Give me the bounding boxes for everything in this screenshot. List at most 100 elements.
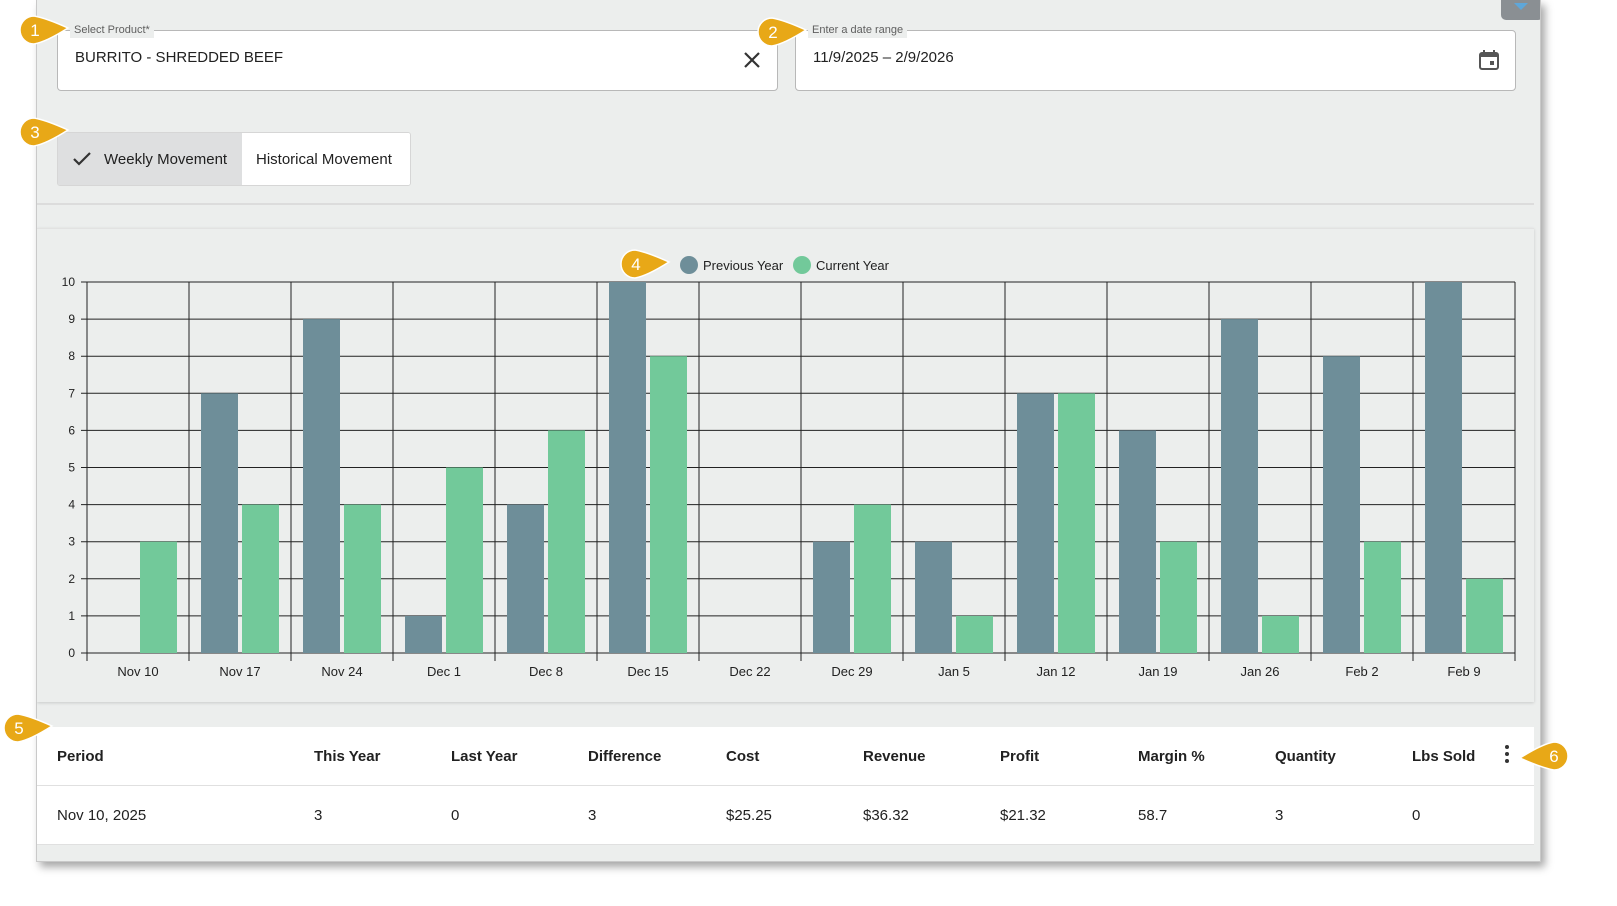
x-tick-label: Dec 15 [627,664,668,679]
callout-number: 5 [14,719,23,738]
column-header[interactable]: Lbs Sold [1412,748,1476,765]
x-tick-label: Feb 9 [1447,664,1480,679]
table-cell: $36.32 [863,807,909,824]
table-row: Nov 10, 2025 3 0 3 $25.25 $36.32 $21.32 58.7 3 0 [37,786,1534,845]
bar-previous-year [303,319,340,653]
weekly-movement-toggle[interactable]: Weekly Movement [58,133,242,185]
legend-label-current-year: Current Year [816,258,890,273]
bar-current-year [446,467,483,653]
bar-previous-year [1221,319,1258,653]
x-tick-label: Jan 5 [938,664,970,679]
column-header[interactable]: Revenue [863,748,926,765]
callout-number: 2 [768,23,777,42]
bar-current-year [956,615,993,653]
bar-current-year [1160,541,1197,653]
table-cell: 3 [314,807,323,824]
callout-badge-6: 6 [1518,741,1569,771]
table-header-row: Period This Year Last Year Difference Cost Re… [37,727,1534,786]
movement-chart-card: 0 1 2 3 4 5 6 7 8 9 10 Nov 10 Nov 17 Nov 24 Dec 1 Dec 8… [37,228,1534,702]
bar-previous-year [609,282,646,653]
close-icon[interactable] [743,51,761,69]
bar-previous-year [813,541,850,653]
bar-current-year [140,541,177,653]
y-tick-label: 9 [68,312,75,326]
x-tick-label: Nov 10 [117,664,158,679]
column-header[interactable]: Quantity [1275,748,1336,765]
y-tick-label: 10 [62,275,76,289]
x-tick-label: Nov 17 [219,664,260,679]
date-range-value: 11/9/2025 – 2/9/2026 [813,49,954,66]
legend-swatch-previous-year [680,256,698,274]
table-cell: 3 [588,807,597,824]
y-tick-label: 2 [68,572,75,586]
column-header[interactable]: Period [57,748,104,765]
collapse-tab[interactable] [1501,0,1540,20]
callout-number: 1 [30,21,39,40]
x-tick-label: Nov 24 [321,664,362,679]
table-cell: 0 [1412,807,1421,824]
bar-current-year [1262,615,1299,653]
column-header[interactable]: Profit [1000,748,1040,765]
bar-previous-year [201,393,238,653]
bar-current-year [344,504,381,653]
x-tick-label: Dec 8 [529,664,563,679]
x-tick-label: Dec 29 [831,664,872,679]
y-tick-label: 0 [68,646,75,660]
filter-card-divider [37,203,1534,205]
movement-bar-chart: 0 1 2 3 4 5 6 7 8 9 10 Nov 10 Nov 17 Nov 24 Dec 1 Dec 8… [62,256,1516,679]
column-header[interactable]: Difference [588,748,662,765]
column-menu-icon[interactable] [1502,745,1512,765]
y-tick-label: 6 [68,423,75,437]
movement-toggle-group: Weekly Movement Historical Movement [57,132,411,186]
bar-previous-year [405,615,442,653]
table-cell: $25.25 [726,807,772,824]
bar-current-year [854,504,891,653]
bar-current-year [650,356,687,653]
column-header[interactable]: Last Year [451,748,518,765]
bar-current-year [1058,393,1095,653]
product-select-label: Select Product* [70,22,154,38]
bar-previous-year [915,541,952,653]
calendar-icon[interactable] [1478,49,1500,71]
x-tick-label: Jan 19 [1138,664,1177,679]
x-tick-label: Dec 1 [427,664,461,679]
callout-number: 6 [1549,747,1558,766]
column-header[interactable]: This Year [314,748,381,765]
bar-current-year [548,430,585,653]
bar-previous-year [507,504,544,653]
date-range-field[interactable]: Enter a date range 11/9/2025 – 2/9/2026 [795,22,1516,91]
x-tick-label: Jan 26 [1240,664,1279,679]
callout-badge-2: 2 [757,17,808,47]
historical-movement-toggle[interactable]: Historical Movement [242,133,410,185]
chevron-down-icon [1514,3,1528,10]
bar-previous-year [1119,430,1156,653]
legend-swatch-current-year [793,256,811,274]
table-cell: 3 [1275,807,1284,824]
bar-current-year [1466,578,1503,653]
callout-number: 4 [631,255,640,274]
callout-badge-3: 3 [19,117,70,147]
column-header[interactable]: Cost [726,748,760,765]
callout-badge-5: 5 [3,713,54,743]
y-tick-label: 1 [68,609,75,623]
column-header[interactable]: Margin % [1138,748,1205,765]
y-tick-label: 4 [68,498,75,512]
y-tick-label: 5 [68,461,75,475]
y-tick-label: 7 [68,386,75,400]
bar-current-year [1364,541,1401,653]
bar-previous-year [1323,356,1360,653]
y-tick-label: 8 [68,349,75,363]
historical-movement-label: Historical Movement [256,150,392,168]
movement-table: Period This Year Last Year Difference Cost Re… [37,727,1534,845]
x-tick-label: Jan 12 [1036,664,1075,679]
legend-label-previous-year: Previous Year [703,258,784,273]
bar-previous-year [1017,393,1054,653]
callout-badge-4: 4 [620,249,671,279]
weekly-movement-label: Weekly Movement [104,150,228,168]
y-tick-label: 3 [68,535,75,549]
table-cell: 0 [451,807,460,824]
product-select-value: BURRITO - SHREDDED BEEF [75,49,284,66]
table-cell: 58.7 [1138,807,1168,824]
product-select[interactable]: Select Product* BURRITO - SHREDDED BEEF [57,22,778,91]
app-frame: Select Product* BURRITO - SHREDDED BEEF … [36,0,1541,862]
